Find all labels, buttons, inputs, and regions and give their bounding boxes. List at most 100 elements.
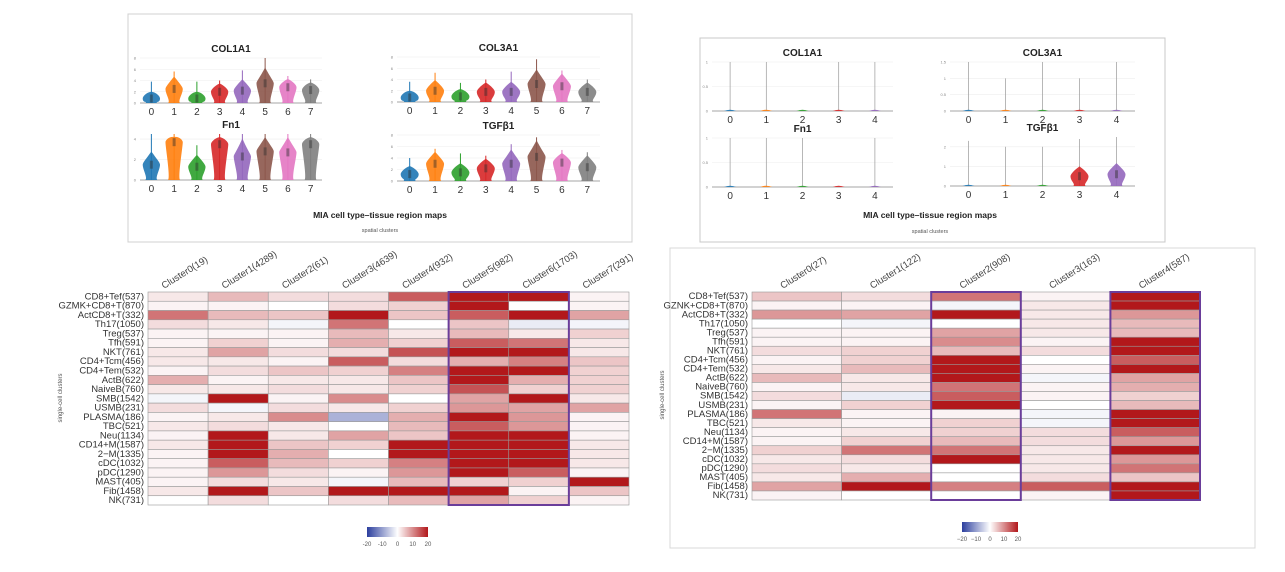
heatmap-cell xyxy=(328,347,389,358)
violin-box xyxy=(509,87,513,96)
violin-4 xyxy=(868,109,881,111)
y-tick-label: 4 xyxy=(391,156,394,161)
x-tick-label: 2 xyxy=(1040,190,1046,201)
heatmap-cell xyxy=(1110,427,1201,437)
y-tick-label: 0 xyxy=(706,109,709,114)
heatmap-cell xyxy=(1110,454,1201,465)
heatmap-cell xyxy=(448,495,510,506)
violin-3 xyxy=(1073,109,1086,111)
heatmap-cell xyxy=(448,476,510,487)
heatmap-cell xyxy=(751,336,842,347)
x-tick-label: 1 xyxy=(171,184,177,195)
x-tick-label: 4 xyxy=(240,107,246,118)
heatmap-cell xyxy=(448,467,510,478)
column-label: Cluster1(122) xyxy=(868,252,923,292)
violin-title: COL1A1 xyxy=(783,48,823,59)
heatmap-cell xyxy=(568,338,630,348)
heatmap-cell xyxy=(207,449,269,459)
row-label: TBC(521) xyxy=(103,421,144,432)
violin-2 xyxy=(1036,184,1049,186)
heatmap-cell xyxy=(568,328,630,339)
highlight-box xyxy=(1109,291,1202,501)
y-tick-label: 2 xyxy=(944,144,947,149)
heatmap-cell xyxy=(841,436,932,447)
heatmap-cell xyxy=(207,412,269,422)
heatmap-cell xyxy=(328,421,389,432)
row-label: Th17(1050) xyxy=(95,319,144,330)
row-label: Fib(1458) xyxy=(103,486,144,497)
heatmap-cell xyxy=(147,486,209,497)
heatmap-cell xyxy=(508,430,570,441)
row-label: cDC(1032) xyxy=(702,454,748,465)
heatmap-cell xyxy=(147,421,209,432)
left-violin-panel-frame xyxy=(127,13,633,243)
heatmap-cell xyxy=(751,436,842,447)
violin-0 xyxy=(962,109,975,111)
heatmap-cell xyxy=(508,365,570,376)
y-tick-label: 6 xyxy=(134,67,137,72)
heatmap-cell xyxy=(751,345,842,356)
heatmap-cell xyxy=(508,495,570,506)
x-tick-label: 5 xyxy=(534,185,540,196)
column-label: Cluster5(982) xyxy=(460,252,515,292)
row-label: ActB(622) xyxy=(706,373,748,384)
x-tick-label: 6 xyxy=(559,106,565,117)
violin-1 xyxy=(760,185,773,187)
y-tick-label: 1 xyxy=(944,76,947,81)
colorbar-tick-label: −10 xyxy=(971,537,982,543)
x-tick-label: 3 xyxy=(836,115,842,126)
heatmap-cell xyxy=(930,291,1022,302)
violin-box xyxy=(286,83,290,92)
violin-box xyxy=(458,92,462,101)
violin-box xyxy=(286,148,290,157)
row-label: CD4+Tcm(456) xyxy=(684,355,748,366)
heatmap-cell xyxy=(147,467,209,478)
heatmap-cell xyxy=(448,375,510,385)
figure-subtitle: spatial clusters xyxy=(912,229,949,235)
heatmap-cell xyxy=(930,409,1022,419)
y-tick-label: 6 xyxy=(391,144,394,149)
heatmap-cell xyxy=(930,345,1022,356)
heatmap-left xyxy=(147,291,630,537)
heatmap-cell xyxy=(388,375,449,385)
y-tick-label: 0.5 xyxy=(702,160,708,165)
row-label: PLASMA(186) xyxy=(687,409,748,420)
colorbar-tick-label: 10 xyxy=(1001,537,1008,543)
heatmap-cell xyxy=(568,347,630,358)
heatmap-cell xyxy=(751,445,842,456)
heatmap-cell xyxy=(328,375,389,385)
violin-6 xyxy=(279,79,297,103)
row-label: Tfh(591) xyxy=(108,338,144,349)
x-tick-label: 6 xyxy=(559,185,565,196)
x-tick-label: 7 xyxy=(308,184,314,195)
violin-0 xyxy=(400,90,419,102)
heatmap-cell xyxy=(841,327,932,338)
x-tick-label: 5 xyxy=(534,106,540,117)
violin-box xyxy=(149,94,153,103)
heatmap-cell xyxy=(448,384,510,395)
x-tick-label: 4 xyxy=(872,191,878,202)
heatmap-cell xyxy=(448,365,510,376)
heatmap-cell xyxy=(388,495,449,506)
heatmap-cell xyxy=(841,418,932,428)
heatmap-cell xyxy=(568,467,630,478)
heatmap-cell xyxy=(328,439,389,450)
violin-title: Fn1 xyxy=(794,124,812,135)
heatmap-cell xyxy=(207,495,269,506)
heatmap-cell xyxy=(1020,373,1111,383)
heatmap-cell xyxy=(1110,291,1201,302)
heatmap-cell xyxy=(1110,382,1201,392)
heatmap-cell xyxy=(207,458,269,469)
violin-box xyxy=(585,87,589,96)
heatmap-cell xyxy=(1110,391,1201,401)
heatmap-cell xyxy=(267,467,329,478)
heatmap-cell xyxy=(841,481,932,492)
x-tick-label: 3 xyxy=(217,107,223,118)
heatmap-cell xyxy=(448,458,510,469)
row-label: Tfh(591) xyxy=(712,336,748,347)
heatmap-cell xyxy=(508,375,570,385)
heatmap-cell xyxy=(568,393,630,404)
heatmap-cell xyxy=(207,328,269,339)
column-label: Cluster3(4639) xyxy=(340,249,399,292)
heatmap-cell xyxy=(1110,336,1201,347)
